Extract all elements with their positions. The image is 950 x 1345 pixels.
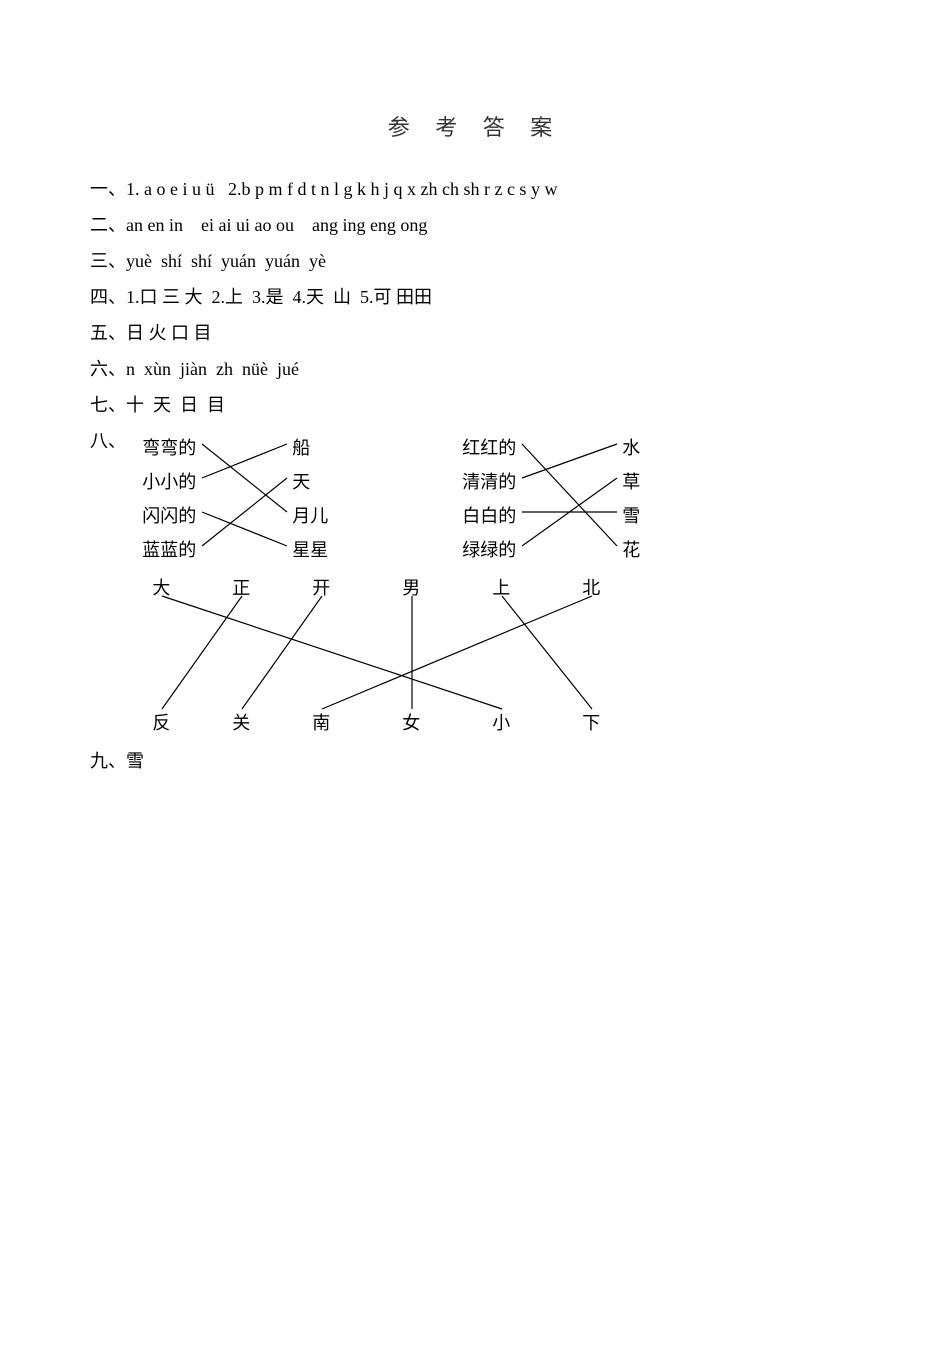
match3-bottom-4: 小 <box>492 709 510 735</box>
match1-left-1: 小小的 <box>142 468 196 494</box>
answer-line-1: 一、1. a o e i u ü 2.b p m f d t n l g k h… <box>90 172 860 206</box>
match1-right-3: 星星 <box>292 536 328 562</box>
match3-bottom-1: 关 <box>232 709 250 735</box>
answer-line-8-prefix: 八、 <box>90 424 142 458</box>
page-title: 参 考 答 案 <box>90 110 860 142</box>
match2-right-2: 雪 <box>622 502 640 528</box>
match1-right-0: 船 <box>292 434 310 460</box>
match3-bottom-3: 女 <box>402 709 420 735</box>
answer-line-9: 九、雪 <box>90 744 860 778</box>
match3-top-4: 上 <box>492 574 510 600</box>
match1-right-1: 天 <box>292 468 310 494</box>
answer-line-5: 五、日 火 口 目 <box>90 316 860 350</box>
match3-top-2: 开 <box>312 574 330 600</box>
answer-line-2: 二、an en in ei ai ui ao ou ang ing eng on… <box>90 208 860 242</box>
match2-right-0: 水 <box>622 434 640 460</box>
match1-left-2: 闪闪的 <box>142 502 196 528</box>
match2-left-3: 绿绿的 <box>462 536 516 562</box>
match3-top-5: 北 <box>582 574 600 600</box>
match3-top-3: 男 <box>402 574 420 600</box>
match1-right-2: 月儿 <box>292 502 328 528</box>
match3-bottom-0: 反 <box>152 709 170 735</box>
match2-left-1: 清清的 <box>462 468 516 494</box>
match1-left-0: 弯弯的 <box>142 434 196 460</box>
match3-top-0: 大 <box>152 574 170 600</box>
answer-line-3: 三、yuè shí shí yuán yuán yè <box>90 244 860 278</box>
match3-bottom-5: 下 <box>582 709 600 735</box>
matching-lines-svg <box>142 424 912 744</box>
match3-top-1: 正 <box>232 574 250 600</box>
match2-right-3: 花 <box>622 536 640 562</box>
match2-left-0: 红红的 <box>462 434 516 460</box>
matching-diagram: 弯弯的小小的闪闪的蓝蓝的 船天月儿星星 红红的清清的白白的绿绿的 水草雪花大 正 开 男 上 北… <box>142 424 860 744</box>
answer-line-7: 七、十 天 日 目 <box>90 388 860 422</box>
match3-bottom-2: 南 <box>312 709 330 735</box>
answer-line-4: 四、1.口 三 大 2.上 3.是 4.天 山 5.可 田田 <box>90 280 860 314</box>
answer-line-6: 六、n xùn jiàn zh nüè jué <box>90 352 860 386</box>
match2-right-1: 草 <box>622 468 640 494</box>
match2-left-2: 白白的 <box>462 502 516 528</box>
match1-left-3: 蓝蓝的 <box>142 536 196 562</box>
